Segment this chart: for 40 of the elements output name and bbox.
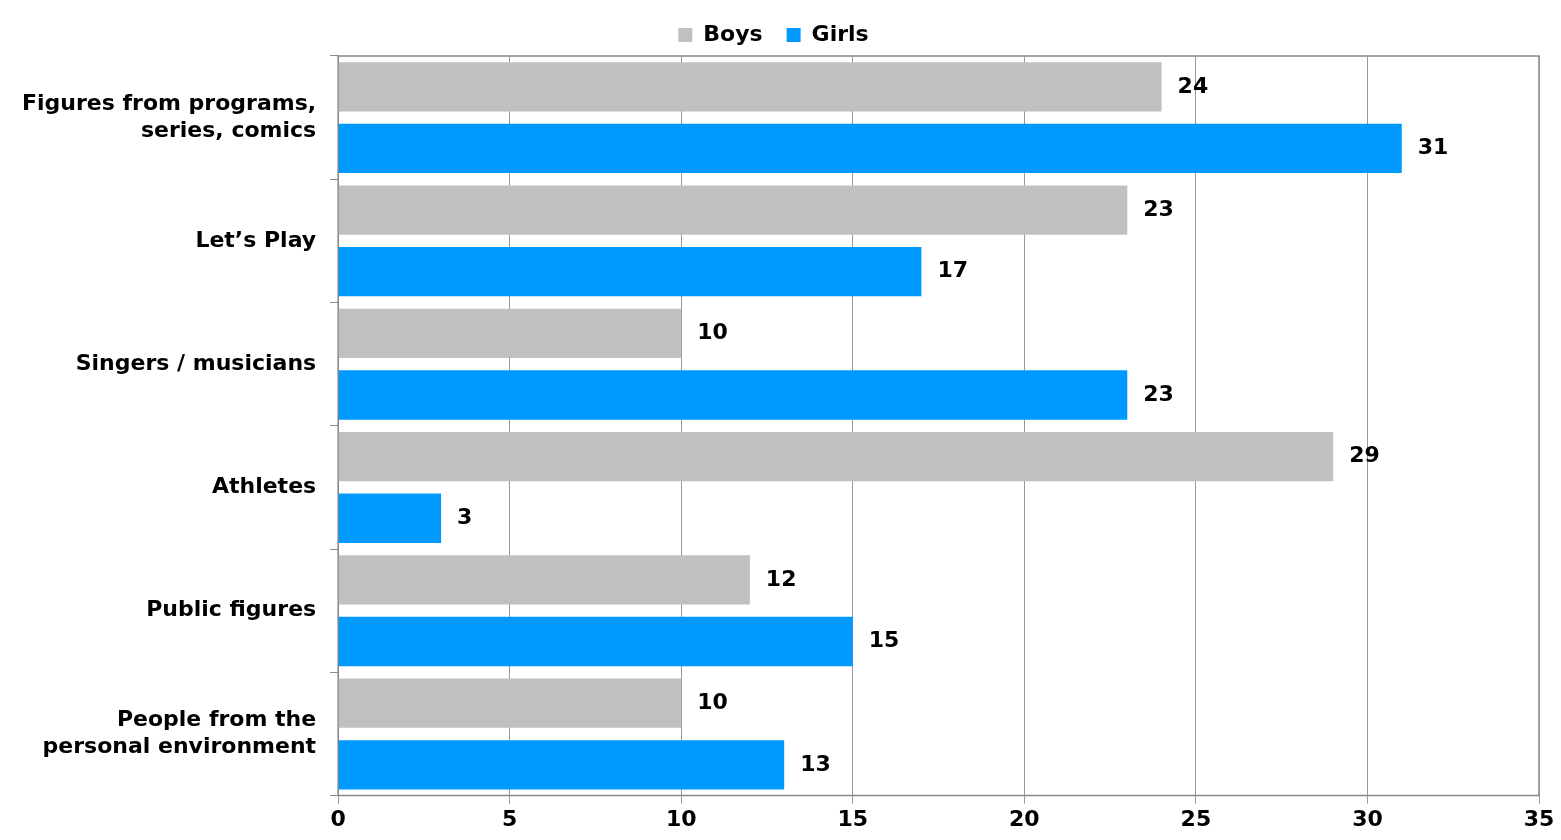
bar	[338, 62, 1162, 112]
x-tick-label: 35	[1523, 805, 1555, 831]
x-tick-label: 20	[1009, 805, 1040, 831]
data-label: 10	[697, 688, 728, 714]
bar	[338, 247, 922, 297]
data-label: 17	[937, 257, 969, 283]
bar	[338, 123, 1402, 174]
bar	[338, 555, 750, 605]
x-tick-label: 10	[665, 805, 697, 831]
data-label: 10	[697, 319, 728, 345]
legend-label: Boys	[703, 20, 763, 46]
x-tick-label: 0	[330, 805, 346, 831]
x-tick-label: 25	[1180, 805, 1212, 831]
y-tick-label: Public figures	[146, 596, 317, 622]
data-label: 24	[1177, 72, 1209, 98]
legend-label: Girls	[811, 20, 869, 46]
x-tick-label: 15	[837, 805, 869, 831]
data-label: 15	[868, 627, 900, 653]
y-tick-label: Athletes	[211, 473, 317, 499]
data-label: 23	[1143, 195, 1174, 221]
y-tick-label: Figures from programs, series, comics	[22, 90, 317, 142]
y-tick-label: Singers / musicians	[75, 349, 317, 375]
bar	[338, 678, 682, 728]
data-label: 29	[1349, 442, 1380, 468]
bar	[338, 740, 785, 790]
x-tick-label: 5	[502, 805, 518, 831]
bar	[338, 616, 853, 667]
bar	[338, 370, 1128, 420]
data-label: 3	[457, 503, 473, 529]
bar	[338, 185, 1128, 235]
data-label: 23	[1143, 380, 1174, 406]
y-tick-label: Let’s Play	[195, 226, 317, 252]
data-label: 31	[1417, 134, 1449, 160]
x-tick-label: 30	[1352, 805, 1383, 831]
y-tick-label: People from the personal environment	[42, 706, 317, 758]
bar	[338, 431, 1334, 482]
bar	[338, 493, 442, 543]
data-label: 12	[765, 565, 797, 591]
bar	[338, 308, 682, 358]
data-label: 13	[800, 750, 831, 776]
